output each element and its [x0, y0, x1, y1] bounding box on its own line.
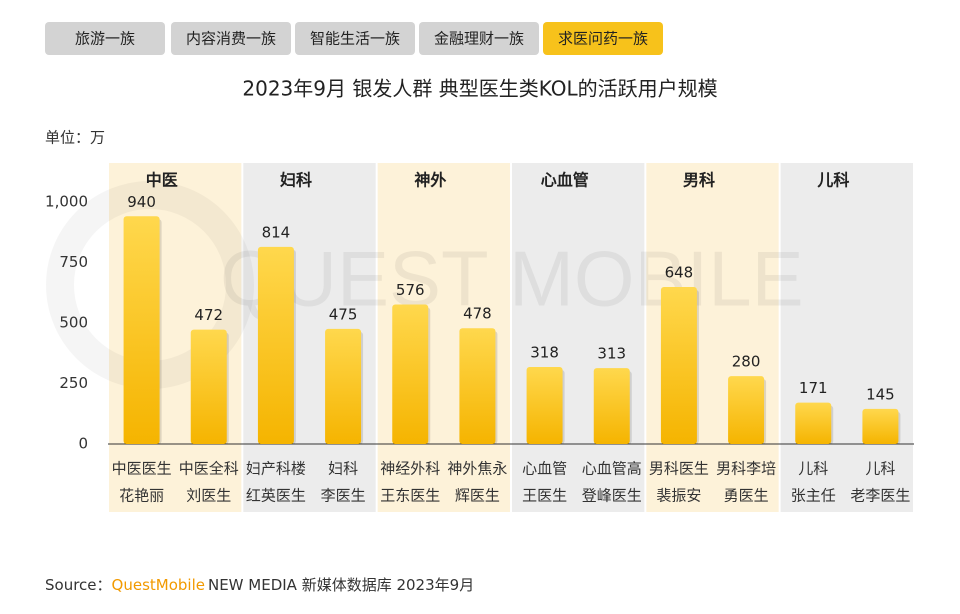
x-tick-label: 勇医生 — [724, 487, 769, 505]
y-tick-label: 0 — [78, 435, 88, 453]
x-tick-label: 儿科 — [798, 460, 828, 478]
x-tick-label: 儿科 — [865, 460, 895, 478]
x-tick-label: 心血管 — [522, 460, 567, 478]
x-tick-label: 裴振安 — [656, 487, 701, 505]
x-tick-label: 张主任 — [791, 487, 836, 505]
tab[interactable]: 求医问药一族 — [543, 22, 663, 55]
tab-bg — [295, 22, 415, 55]
bar — [593, 368, 630, 444]
tab-label: 智能生活一族 — [310, 30, 400, 48]
value-label: 171 — [799, 379, 828, 397]
tab-bg — [171, 22, 291, 55]
group-label: 心血管 — [541, 171, 589, 190]
x-tick-label: 辉医生 — [455, 487, 500, 505]
tab[interactable]: 旅游一族 — [45, 22, 165, 55]
x-tick-label: 心血管高 — [582, 460, 642, 478]
y-tick-label: 250 — [59, 374, 88, 392]
x-tick-label: 老李医生 — [850, 487, 910, 505]
tab-label: 求医问药一族 — [558, 30, 648, 48]
bar — [795, 402, 832, 444]
group-label: 男科 — [683, 171, 715, 190]
bar — [257, 246, 294, 444]
y-tick-label: 500 — [59, 313, 88, 331]
bar — [862, 408, 899, 444]
value-label: 313 — [597, 345, 626, 363]
bar — [325, 328, 362, 444]
value-label: 648 — [665, 264, 694, 282]
group-band — [512, 163, 645, 512]
value-label: 814 — [262, 223, 291, 241]
tab[interactable]: 内容消费一族 — [171, 22, 291, 55]
tab-label: 内容消费一族 — [186, 30, 276, 48]
tab-bg — [543, 22, 663, 55]
value-label: 145 — [866, 385, 895, 403]
group-label: 中医 — [146, 171, 178, 190]
source-part: NEW MEDIA 新媒体数据库 2023年9月 — [208, 576, 474, 594]
source-part: Source： — [45, 576, 112, 594]
tab-label: 金融理财一族 — [434, 30, 524, 48]
group-label: 妇科 — [280, 171, 312, 190]
source: Source：QuestMobile NEW MEDIA 新媒体数据库 2023年… — [45, 576, 474, 594]
value-label: 475 — [329, 305, 358, 323]
source-part: QuestMobile — [112, 576, 205, 594]
value-label: 318 — [530, 343, 559, 361]
tab-bg — [419, 22, 539, 55]
group-label: 儿科 — [816, 171, 849, 190]
x-tick-label: 神经外科 — [380, 460, 440, 478]
bar — [728, 376, 765, 444]
x-tick-label: 王医生 — [522, 487, 567, 505]
x-tick-label: 登峰医生 — [582, 487, 642, 505]
watermark: QUEST MOBILE — [220, 235, 804, 323]
x-tick-label: 妇产科楼 — [246, 460, 306, 478]
x-tick-label: 红英医生 — [246, 487, 306, 505]
tab[interactable]: 智能生活一族 — [295, 22, 415, 55]
bar — [459, 328, 496, 444]
value-label: 576 — [396, 281, 425, 299]
y-tick-label: 1,000 — [45, 192, 88, 210]
x-tick-label: 男科李培 — [716, 460, 776, 478]
value-label: 280 — [732, 353, 761, 371]
tab[interactable]: 金融理财一族 — [419, 22, 539, 55]
value-label: 940 — [127, 193, 156, 211]
tab-bg — [45, 22, 165, 55]
tab-label: 旅游一族 — [75, 30, 135, 48]
bar — [392, 304, 429, 444]
y-tick-label: 750 — [59, 253, 88, 271]
chart-title: 2023年9月 银发人群 典型医生类KOL的活跃用户规模 — [242, 77, 717, 101]
x-tick-label: 王东医生 — [380, 487, 440, 505]
x-tick-label: 中医医生 — [112, 460, 172, 478]
x-tick-label: 刘医生 — [186, 487, 231, 505]
bar — [190, 329, 227, 444]
x-tick-label: 花艳丽 — [119, 487, 164, 505]
bar — [123, 216, 160, 444]
value-label: 472 — [194, 306, 223, 324]
x-tick-label: 男科医生 — [649, 460, 709, 478]
group-band — [780, 163, 913, 512]
unit-label: 单位：万 — [45, 129, 105, 147]
bar — [526, 366, 563, 444]
x-tick-label: 神外焦永 — [447, 460, 507, 478]
x-tick-label: 妇科 — [328, 460, 358, 478]
x-tick-label: 李医生 — [321, 487, 366, 505]
x-tick-label: 中医全科 — [179, 460, 239, 478]
group-label: 神外 — [414, 171, 446, 190]
bar — [660, 287, 697, 444]
value-label: 478 — [463, 305, 492, 323]
